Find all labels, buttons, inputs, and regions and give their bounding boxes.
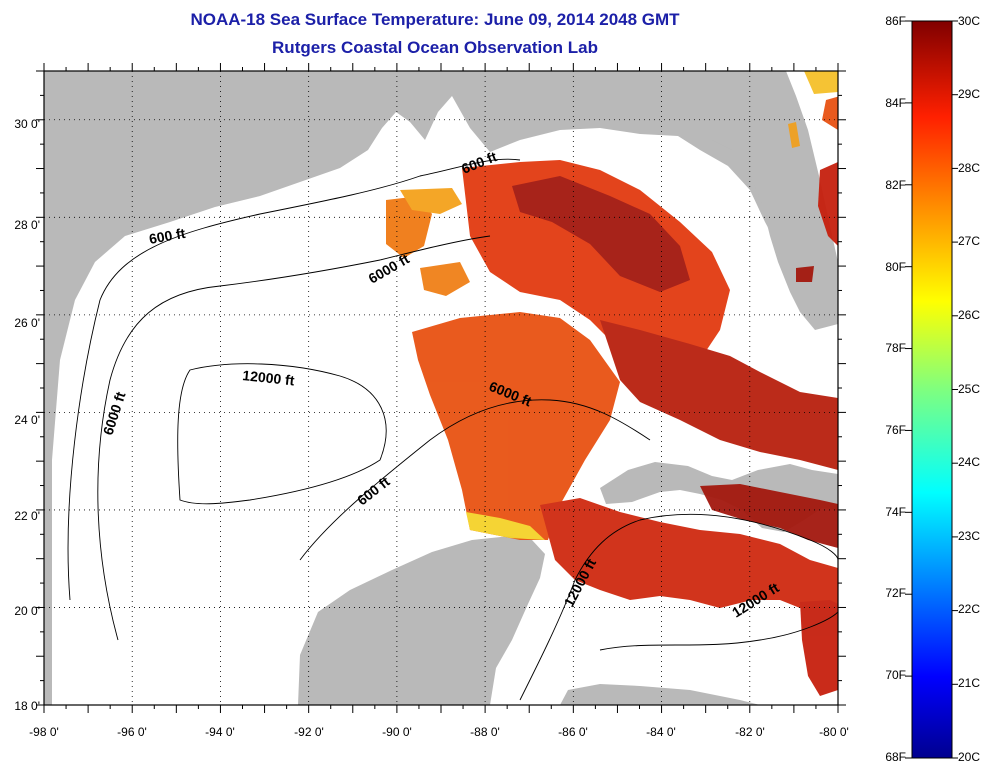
y-tick-label: 28 0' [14, 218, 40, 232]
x-tick-label: -80 0' [819, 725, 849, 739]
colorbar-c-label: 28C [958, 161, 980, 175]
contour-label: 600 ft [148, 225, 187, 247]
y-axis-labels: 30 0' 28 0' 26 0' 24 0' 22 0' 20 0' 18 0… [14, 117, 40, 713]
map-title: NOAA-18 Sea Surface Temperature: June 09… [190, 10, 680, 29]
colorbar-f-label: 80F [885, 260, 906, 274]
y-tick-label: 30 0' [14, 117, 40, 131]
x-tick-label: -92 0' [294, 725, 324, 739]
colorbar-c-label: 22C [958, 602, 980, 616]
contour-6000ft-central [299, 399, 651, 561]
contour-12000ft-caribbean [519, 513, 838, 701]
contour-600ft-north [67, 158, 521, 601]
colorbar-c-label: 27C [958, 234, 980, 248]
colorbar-c-label: 25C [958, 382, 980, 396]
colorbar-c-label: 29C [958, 87, 980, 101]
sst-data-overlay [386, 71, 838, 696]
colorbar-c-label: 26C [958, 308, 980, 322]
x-axis-labels: -98 0' -96 0' -94 0' -92 0' -90 0' -88 0… [29, 725, 849, 739]
map-subtitle: Rutgers Coastal Ocean Observation Lab [272, 38, 598, 57]
colorbar-c-label: 21C [958, 676, 980, 690]
colorbar-f-label: 76F [885, 423, 906, 437]
colorbar-c-label: 23C [958, 529, 980, 543]
contour-12000ft [177, 363, 387, 505]
colorbar-f-label: 74F [885, 505, 906, 519]
map-panel: 600 ft 600 ft 6000 ft 12000 ft 6000 ft 6… [44, 71, 838, 705]
colorbar-c-label: 20C [958, 750, 980, 764]
colorbar-f-label: 86F [885, 14, 906, 28]
x-tick-label: -94 0' [205, 725, 235, 739]
x-tick-label: -98 0' [29, 725, 59, 739]
y-tick-label: 24 0' [14, 413, 40, 427]
bathymetry-contours [67, 158, 838, 701]
colorbar-gradient [911, 20, 953, 759]
florida-land [700, 71, 838, 330]
graticule [44, 71, 838, 705]
colorbar-f-label: 68F [885, 750, 906, 764]
x-tick-label: -82 0' [735, 725, 765, 739]
colorbar-c-label: 24C [958, 455, 980, 469]
y-tick-label: 22 0' [14, 509, 40, 523]
colorbar-f-label: 72F [885, 586, 906, 600]
colorbar-f-label: 78F [885, 341, 906, 355]
central-america-land [560, 684, 760, 705]
colorbar: 86F 84F 82F 80F 78F 76F 74F 72F 70F 68F … [885, 14, 980, 764]
y-tick-label: 26 0' [14, 316, 40, 330]
colorbar-f-label: 82F [885, 178, 906, 192]
contour-label: 12000 ft [242, 367, 296, 388]
contour-6000ft-west [97, 235, 491, 641]
contour-caribbean-south [599, 611, 838, 651]
colorbar-f-label: 84F [885, 96, 906, 110]
y-tick-label: 18 0' [14, 699, 40, 713]
colorbar-f-label: 70F [885, 668, 906, 682]
x-tick-label: -96 0' [117, 725, 147, 739]
y-tick-label: 20 0' [14, 604, 40, 618]
axis-ticks [36, 63, 846, 713]
x-tick-label: -86 0' [558, 725, 588, 739]
colorbar-c-label: 30C [958, 14, 980, 28]
x-tick-label: -84 0' [646, 725, 676, 739]
colorbar-ticks [905, 20, 958, 759]
x-tick-label: -90 0' [382, 725, 412, 739]
x-tick-label: -88 0' [470, 725, 500, 739]
yucatan-land [298, 536, 545, 705]
